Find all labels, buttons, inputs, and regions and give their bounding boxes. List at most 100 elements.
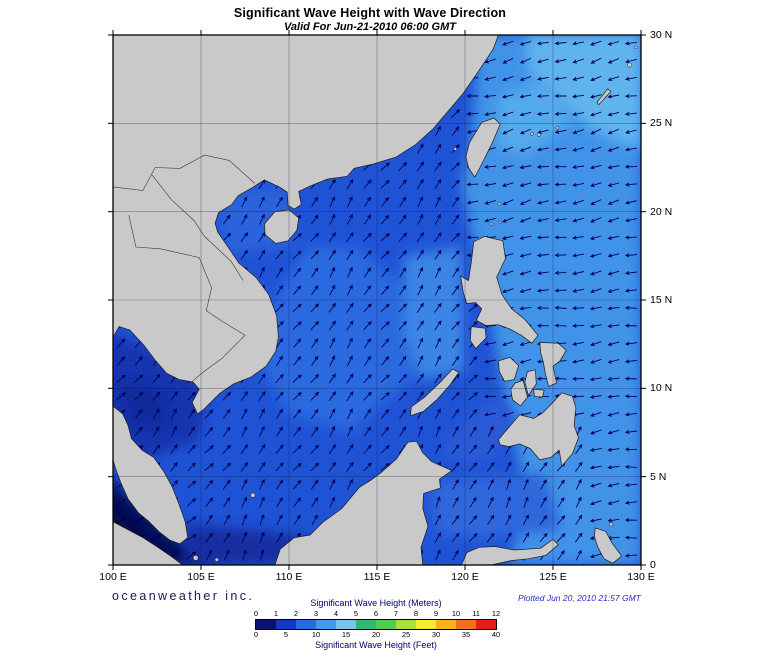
map-layers [113,35,641,565]
feet-tick: 35 [461,630,471,639]
feet-tick: 40 [491,630,501,639]
island-dot [453,147,458,151]
island-dot [555,125,560,130]
legend-cell [396,620,416,629]
meters-tick: 10 [451,609,461,618]
feet-tick: 10 [311,630,321,639]
meters-tick: 11 [472,609,480,618]
island-dot [214,557,219,562]
feet-tick: 0 [253,630,259,639]
feet-tick: 15 [341,630,351,639]
land-sulawesi-north [461,539,559,565]
feet-tick: 5 [283,630,289,639]
ocean-celebes-sea [429,473,562,539]
island-dot [250,492,256,498]
lon-label: 100 E [99,571,127,583]
island-dot [497,201,502,206]
land-cebu [524,369,537,396]
island-dot [192,555,199,561]
meters-tick: 0 [253,609,259,618]
land-taiwan [465,117,501,178]
lon-label: 105 E [187,571,215,583]
lat-label: 15 N [650,293,673,306]
legend-cell [356,620,376,629]
lat-label: 5 N [650,470,667,483]
wave-map [105,27,649,573]
valid-time: Valid For Jun-21-2010 06:00 GMT [284,21,456,33]
land-halmahera [594,527,622,564]
legend-cell [416,620,436,629]
island-dot [633,45,638,50]
lon-label: 120 E [451,571,479,583]
island-dot [489,222,494,226]
legend-meters-label: Significant Wave Height (Meters) [310,598,442,608]
meters-tick: 7 [393,609,399,618]
island-dot [627,62,633,68]
feet-tick: 20 [371,630,381,639]
land-okinawa [596,88,612,106]
legend-cell [336,620,356,629]
lat-label: 10 N [650,382,673,395]
land-panay [498,357,520,382]
legend-feet-label: Significant Wave Height (Feet) [315,640,437,650]
page-title: Significant Wave Height with Wave Direct… [233,6,507,20]
island-dot [609,522,614,527]
land-borneo [274,440,453,565]
header: Significant Wave Height with Wave Direct… [40,6,700,33]
lat-label: 25 N [650,117,673,130]
legend-cell [436,620,456,629]
lat-label: 20 N [650,205,673,218]
plotted-timestamp: Plotted Jun 20, 2010 21:57 GMT [518,593,641,603]
lon-label: 130 E [627,571,655,583]
feet-tick: 25 [401,630,411,639]
meters-tick: 1 [273,609,279,618]
meters-tick: 9 [433,609,439,618]
land-luzon [460,236,539,344]
land-asia-mainland [113,35,499,415]
legend-meters-ticks: 0 1 2 3 4 5 6 7 8 9 10 11 12 [254,609,500,619]
legend-cell [256,620,276,629]
meters-tick: 6 [373,609,379,618]
lat-label: 0 [650,558,656,571]
lat-label: 30 N [650,29,673,41]
land-malay-peninsula [113,405,189,545]
legend-color-bar [255,619,497,630]
land-negros [510,380,528,407]
ocean-scs-center [262,247,421,433]
country-border [113,154,255,191]
island-dot [536,132,541,137]
legend-cell [476,620,496,629]
country-border [128,215,246,382]
lon-label: 125 E [539,571,567,583]
map-border [112,34,642,566]
ocean-gulf-thailand-core [118,379,170,428]
wave-map-svg [108,30,646,570]
land-sumatra [113,521,183,565]
lon-label: 110 E [275,571,303,583]
meters-tick: 3 [313,609,319,618]
land-hainan [264,209,300,244]
legend-cell [296,620,316,629]
country-border [151,174,244,281]
meters-tick: 2 [293,609,299,618]
land-bohol [533,388,545,398]
legend-cell [456,620,476,629]
legend-feet-ticks: 0 5 10 15 20 25 30 35 40 [254,630,500,640]
land-samar-leyte [539,342,567,387]
ocean-sulu-sea [443,397,518,463]
ocean-taiwan-east-light [496,79,571,156]
lon-label: 115 E [363,571,391,583]
feet-tick: 30 [431,630,441,639]
land-mindoro [469,326,487,349]
oceanweather-logo: oceanweather inc. [112,589,255,603]
land-palawan [410,368,460,417]
meters-tick: 8 [413,609,419,618]
legend-cell [276,620,296,629]
meters-tick: 12 [491,609,501,618]
land-mindanao [498,392,579,467]
legend-cell [316,620,336,629]
ocean-pacific-ne-light [526,35,641,150]
island-dot [530,132,534,136]
meters-tick: 4 [333,609,339,618]
meters-tick: 5 [353,609,359,618]
